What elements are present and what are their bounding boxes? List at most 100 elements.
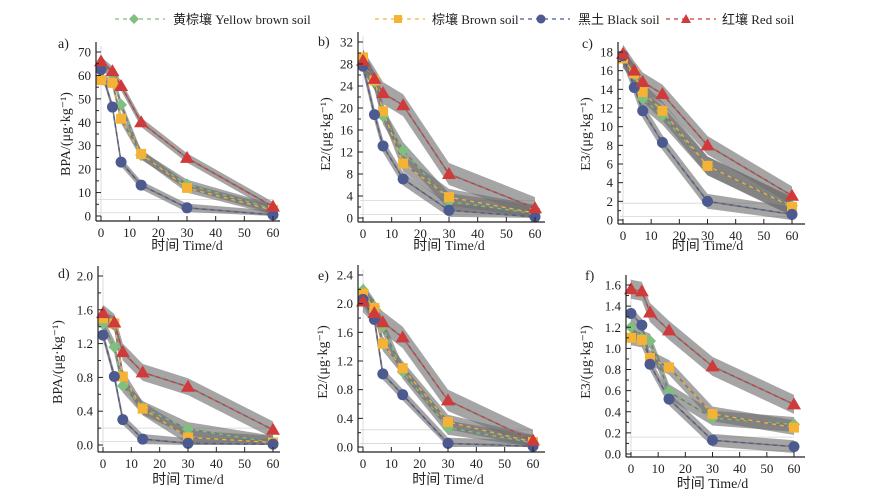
data-point-yellow-brown-soil: [108, 340, 121, 353]
diamond-marker-icon: [129, 14, 139, 24]
data-point-black-soil: [786, 208, 798, 220]
y-tick-label: 1.2: [337, 354, 353, 369]
y-tick-label: 0.8: [337, 382, 353, 397]
data-point-brown-soil: [664, 362, 675, 373]
x-tick-label: 60: [267, 456, 280, 471]
data-point-brown-soil: [626, 332, 636, 343]
x-tick-label: 30: [706, 461, 719, 476]
data-point-black-soil: [443, 204, 455, 216]
x-tick-label: 60: [527, 456, 540, 471]
data-point-black-soil: [788, 441, 800, 453]
data-point-black-soil: [637, 105, 649, 117]
series-line-yellow-brown-soil: [100, 64, 274, 210]
confidence-band-yellow-brown-soil: [363, 53, 535, 218]
data-point-red-soil: [528, 201, 542, 214]
data-point-black-soil: [135, 179, 147, 191]
legend-label: 黑土 Black soil: [578, 12, 660, 27]
y-tick-label: 2: [607, 194, 614, 209]
y-axis-title: E3/(μg·kg⁻¹): [579, 325, 594, 399]
x-tick-label: 50: [238, 456, 251, 471]
x-axis-title: 时间 Time/d: [413, 238, 484, 254]
data-point-red-soil: [395, 330, 410, 343]
series-line-brown-soil: [622, 58, 793, 208]
confidence-band-red-soil: [631, 279, 794, 414]
y-tick-label: 6: [607, 157, 614, 172]
y-tick-label: 0: [607, 213, 614, 228]
panel-label: f): [585, 269, 595, 284]
data-point-brown-soil: [96, 75, 106, 86]
y-tick-label: 12: [600, 101, 613, 116]
data-point-red-soil: [634, 284, 649, 297]
series-line-yellow-brown-soil: [102, 323, 274, 444]
data-point-red-soil: [442, 167, 456, 179]
chart-panel-a: 0 10 20 30 40 50 60 70 0 10 20 30 40 50 60 a) 时间 Time/d B…: [58, 37, 280, 254]
y-axis-title: BPA/(μg·kg⁻¹): [59, 92, 74, 176]
y-tick-label: 1.6: [77, 302, 94, 317]
x-tick-label: 0: [360, 226, 367, 241]
data-point-black-soil: [106, 101, 118, 113]
y-tick-label: 0.4: [337, 411, 354, 426]
y-tick-label: 1.6: [605, 278, 622, 293]
series-line-brown-soil: [362, 57, 536, 214]
confidence-band-black-soil: [631, 307, 794, 453]
data-point-black-soil: [368, 109, 380, 121]
legend-item-red-soil: 红壤 Red soil: [666, 12, 795, 27]
data-point-brown-soil: [398, 158, 409, 169]
data-point-brown-soil: [397, 363, 408, 374]
legend-item-yellow-brown-soil: 黄棕壤 Yellow brown soil: [115, 12, 311, 27]
data-point-brown-soil: [183, 432, 193, 443]
data-point-brown-soil: [645, 352, 656, 363]
x-tick-label: 40: [471, 226, 484, 241]
y-tick-label: 12: [340, 145, 353, 160]
y-tick-label: 60: [78, 68, 91, 83]
data-point-brown-soil: [444, 192, 454, 203]
y-tick-label: 50: [78, 91, 91, 106]
data-point-red-soil: [643, 305, 658, 318]
data-point-brown-soil: [702, 160, 713, 171]
series-line-black-soil: [622, 55, 793, 216]
y-tick-label: 20: [78, 162, 91, 177]
data-point-black-soil: [117, 414, 129, 426]
x-axis-title: 时间 Time/d: [677, 476, 748, 492]
x-tick-label: 30: [181, 225, 194, 240]
data-point-black-soil: [182, 437, 194, 449]
confidence-band-red-soil: [103, 304, 273, 439]
y-tick-label: 2.4: [337, 268, 354, 283]
data-point-black-soil: [702, 195, 713, 207]
data-point-brown-soil: [136, 148, 147, 159]
data-point-red-soil: [616, 46, 630, 59]
series-line-brown-soil: [362, 293, 534, 443]
x-tick-label: 50: [498, 456, 511, 471]
data-point-red-soil: [627, 63, 642, 76]
data-point-brown-soil: [358, 288, 368, 299]
data-point-black-soil: [529, 211, 541, 223]
data-point-red-soil: [367, 305, 382, 318]
y-tick-label: 1.2: [605, 320, 621, 335]
data-point-black-soil: [397, 173, 409, 185]
x-tick-label: 0: [98, 225, 105, 240]
y-axis-title: BPA/(μg·kg⁻¹): [51, 320, 66, 404]
confidence-band-red-soil: [101, 56, 273, 212]
data-point-brown-soil: [637, 87, 648, 98]
data-point-red-soil: [180, 150, 194, 163]
legend-label: 黄棕壤 Yellow brown soil: [173, 12, 311, 27]
data-point-red-soil: [96, 306, 110, 319]
data-point-black-soil: [636, 319, 648, 331]
y-axis-title: E3/(μg·kg⁻¹): [579, 97, 594, 171]
y-tick-label: 16: [340, 123, 354, 138]
x-tick-label: 60: [529, 226, 542, 241]
x-tick-label: 10: [385, 456, 398, 471]
y-tick-label: 18: [600, 45, 613, 60]
data-point-brown-soil: [787, 201, 797, 212]
x-tick-label: 40: [210, 456, 223, 471]
x-tick-label: 30: [701, 228, 714, 243]
data-point-red-soil: [635, 74, 650, 87]
y-tick-label: 4: [607, 175, 614, 190]
panel-label: b): [318, 35, 330, 50]
y-tick-label: 70: [78, 45, 91, 60]
data-point-black-soil: [115, 156, 127, 168]
data-point-yellow-brown-soil: [644, 334, 657, 347]
y-tick-label: 0.4: [77, 404, 94, 419]
data-point-brown-soil: [707, 408, 718, 419]
